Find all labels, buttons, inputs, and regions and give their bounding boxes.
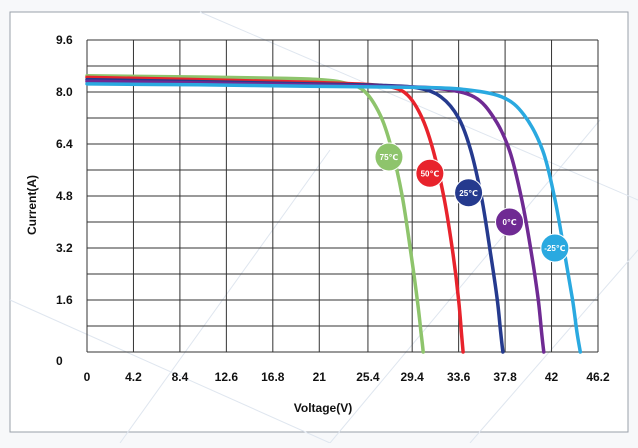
series-marker-label: 25℃ [459,189,478,198]
series-marker-label: 75℃ [380,153,399,162]
y-tick-label: 4.8 [56,189,73,203]
grid [86,39,599,353]
y-tick-label: 9.6 [56,33,73,47]
decor-line [469,249,638,444]
x-axis-label: Voltage(V) [294,401,352,415]
x-tick-label: 37.8 [493,370,517,384]
x-tick-label: 33.6 [447,370,471,384]
x-tick-label: 42 [545,370,559,384]
series-marker [374,142,404,172]
series-marker [495,207,525,237]
series-marker [415,158,445,188]
y-axis-label: Current(A) [25,175,39,235]
background-decoration [9,11,638,444]
x-tick-label: 29.4 [401,370,425,384]
series-line [85,75,465,354]
x-tick-label: 8.4 [172,370,189,384]
decor-line [329,119,601,444]
y-tick-label: 6.4 [56,137,73,151]
y-tick-label: 0 [56,354,63,368]
series-layer [85,74,583,354]
series-marker [454,178,484,208]
x-tick-label: 21 [313,370,327,384]
y-tick-label: 1.6 [56,293,73,307]
x-tick-label: 0 [84,370,91,384]
x-tick-label: 16.8 [261,370,285,384]
annotation-markers: 75℃ 50℃ 25℃ 0℃ -25℃ [374,142,570,263]
series-marker-label: 0℃ [502,218,516,227]
x-tick-label: 4.2 [125,370,142,384]
x-tick-label: 25.4 [356,370,380,384]
decor-line [9,299,331,444]
series-marker [540,233,570,263]
x-tick-label: 12.6 [215,370,239,384]
series-line [85,74,425,354]
series-line [85,82,583,354]
series-marker-label: -25℃ [544,244,566,253]
y-tick-labels: 0 1.6 3.2 4.8 6.4 8.0 9.6 [56,33,73,368]
y-tick-label: 3.2 [56,241,73,255]
x-tick-label: 46.2 [586,370,610,384]
series-marker-label: 50℃ [421,169,440,178]
y-tick-label: 8.0 [56,85,73,99]
x-tick-labels: 0 4.2 8.4 12.6 16.8 21 25.4 29.4 33.6 37.8 42 46.2 [84,370,610,384]
decor-line [119,149,331,444]
